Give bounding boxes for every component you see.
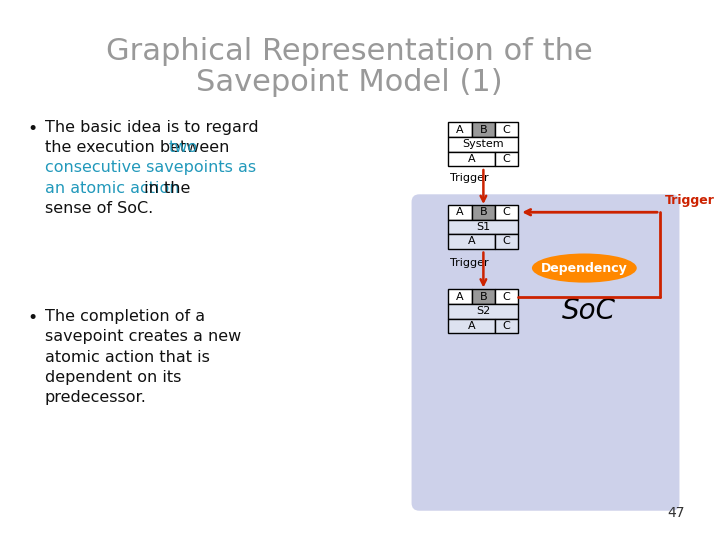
Bar — [449, 152, 495, 166]
Bar — [449, 220, 518, 234]
Text: C: C — [503, 207, 510, 217]
Text: B: B — [480, 125, 487, 135]
Text: A: A — [456, 207, 464, 217]
Text: consecutive savepoints as: consecutive savepoints as — [45, 160, 256, 176]
Bar — [472, 289, 495, 304]
Ellipse shape — [532, 253, 636, 282]
Bar — [472, 205, 495, 220]
Bar — [495, 319, 518, 333]
Text: •: • — [27, 309, 37, 327]
Bar — [472, 123, 495, 137]
Bar — [449, 304, 518, 319]
Text: B: B — [480, 292, 487, 302]
Bar — [495, 152, 518, 166]
Text: Trigger: Trigger — [451, 173, 489, 183]
Text: A: A — [456, 125, 464, 135]
Bar — [449, 205, 472, 220]
Bar — [449, 289, 472, 304]
FancyBboxPatch shape — [412, 194, 680, 511]
Bar — [449, 234, 495, 248]
Text: C: C — [503, 154, 510, 164]
Text: C: C — [503, 292, 510, 302]
Text: C: C — [503, 237, 510, 246]
Text: 47: 47 — [667, 507, 684, 521]
Text: A: A — [468, 154, 475, 164]
Text: C: C — [503, 321, 510, 331]
Bar — [449, 319, 495, 333]
Text: savepoint creates a new: savepoint creates a new — [45, 329, 241, 344]
Text: sense of SoC.: sense of SoC. — [45, 201, 153, 216]
Text: in the: in the — [139, 181, 190, 195]
Text: The basic idea is to regard: The basic idea is to regard — [45, 119, 258, 134]
Text: B: B — [480, 207, 487, 217]
Bar — [449, 137, 518, 152]
Bar — [449, 123, 472, 137]
Text: A: A — [468, 321, 475, 331]
Text: System: System — [462, 139, 504, 149]
Bar — [495, 205, 518, 220]
Text: the execution between: the execution between — [45, 140, 234, 155]
Text: A: A — [456, 292, 464, 302]
Text: Trigger: Trigger — [451, 258, 489, 268]
Text: predecessor.: predecessor. — [45, 390, 147, 406]
Text: dependent on its: dependent on its — [45, 370, 181, 385]
Text: Savepoint Model (1): Savepoint Model (1) — [196, 68, 503, 97]
Text: S2: S2 — [476, 306, 490, 316]
Bar — [495, 234, 518, 248]
Text: •: • — [27, 119, 37, 138]
Text: C: C — [503, 125, 510, 135]
Text: The completion of a: The completion of a — [45, 309, 204, 324]
Text: Trigger: Trigger — [665, 194, 715, 207]
Text: two: two — [169, 140, 198, 155]
Bar — [495, 289, 518, 304]
Bar — [495, 123, 518, 137]
Text: atomic action that is: atomic action that is — [45, 349, 210, 364]
Text: S1: S1 — [477, 222, 490, 232]
Text: A: A — [468, 237, 475, 246]
Text: Dependency: Dependency — [541, 261, 628, 274]
Text: SoC: SoC — [562, 297, 616, 325]
Text: an atomic action: an atomic action — [45, 181, 179, 195]
Text: Graphical Representation of the: Graphical Representation of the — [106, 37, 593, 66]
